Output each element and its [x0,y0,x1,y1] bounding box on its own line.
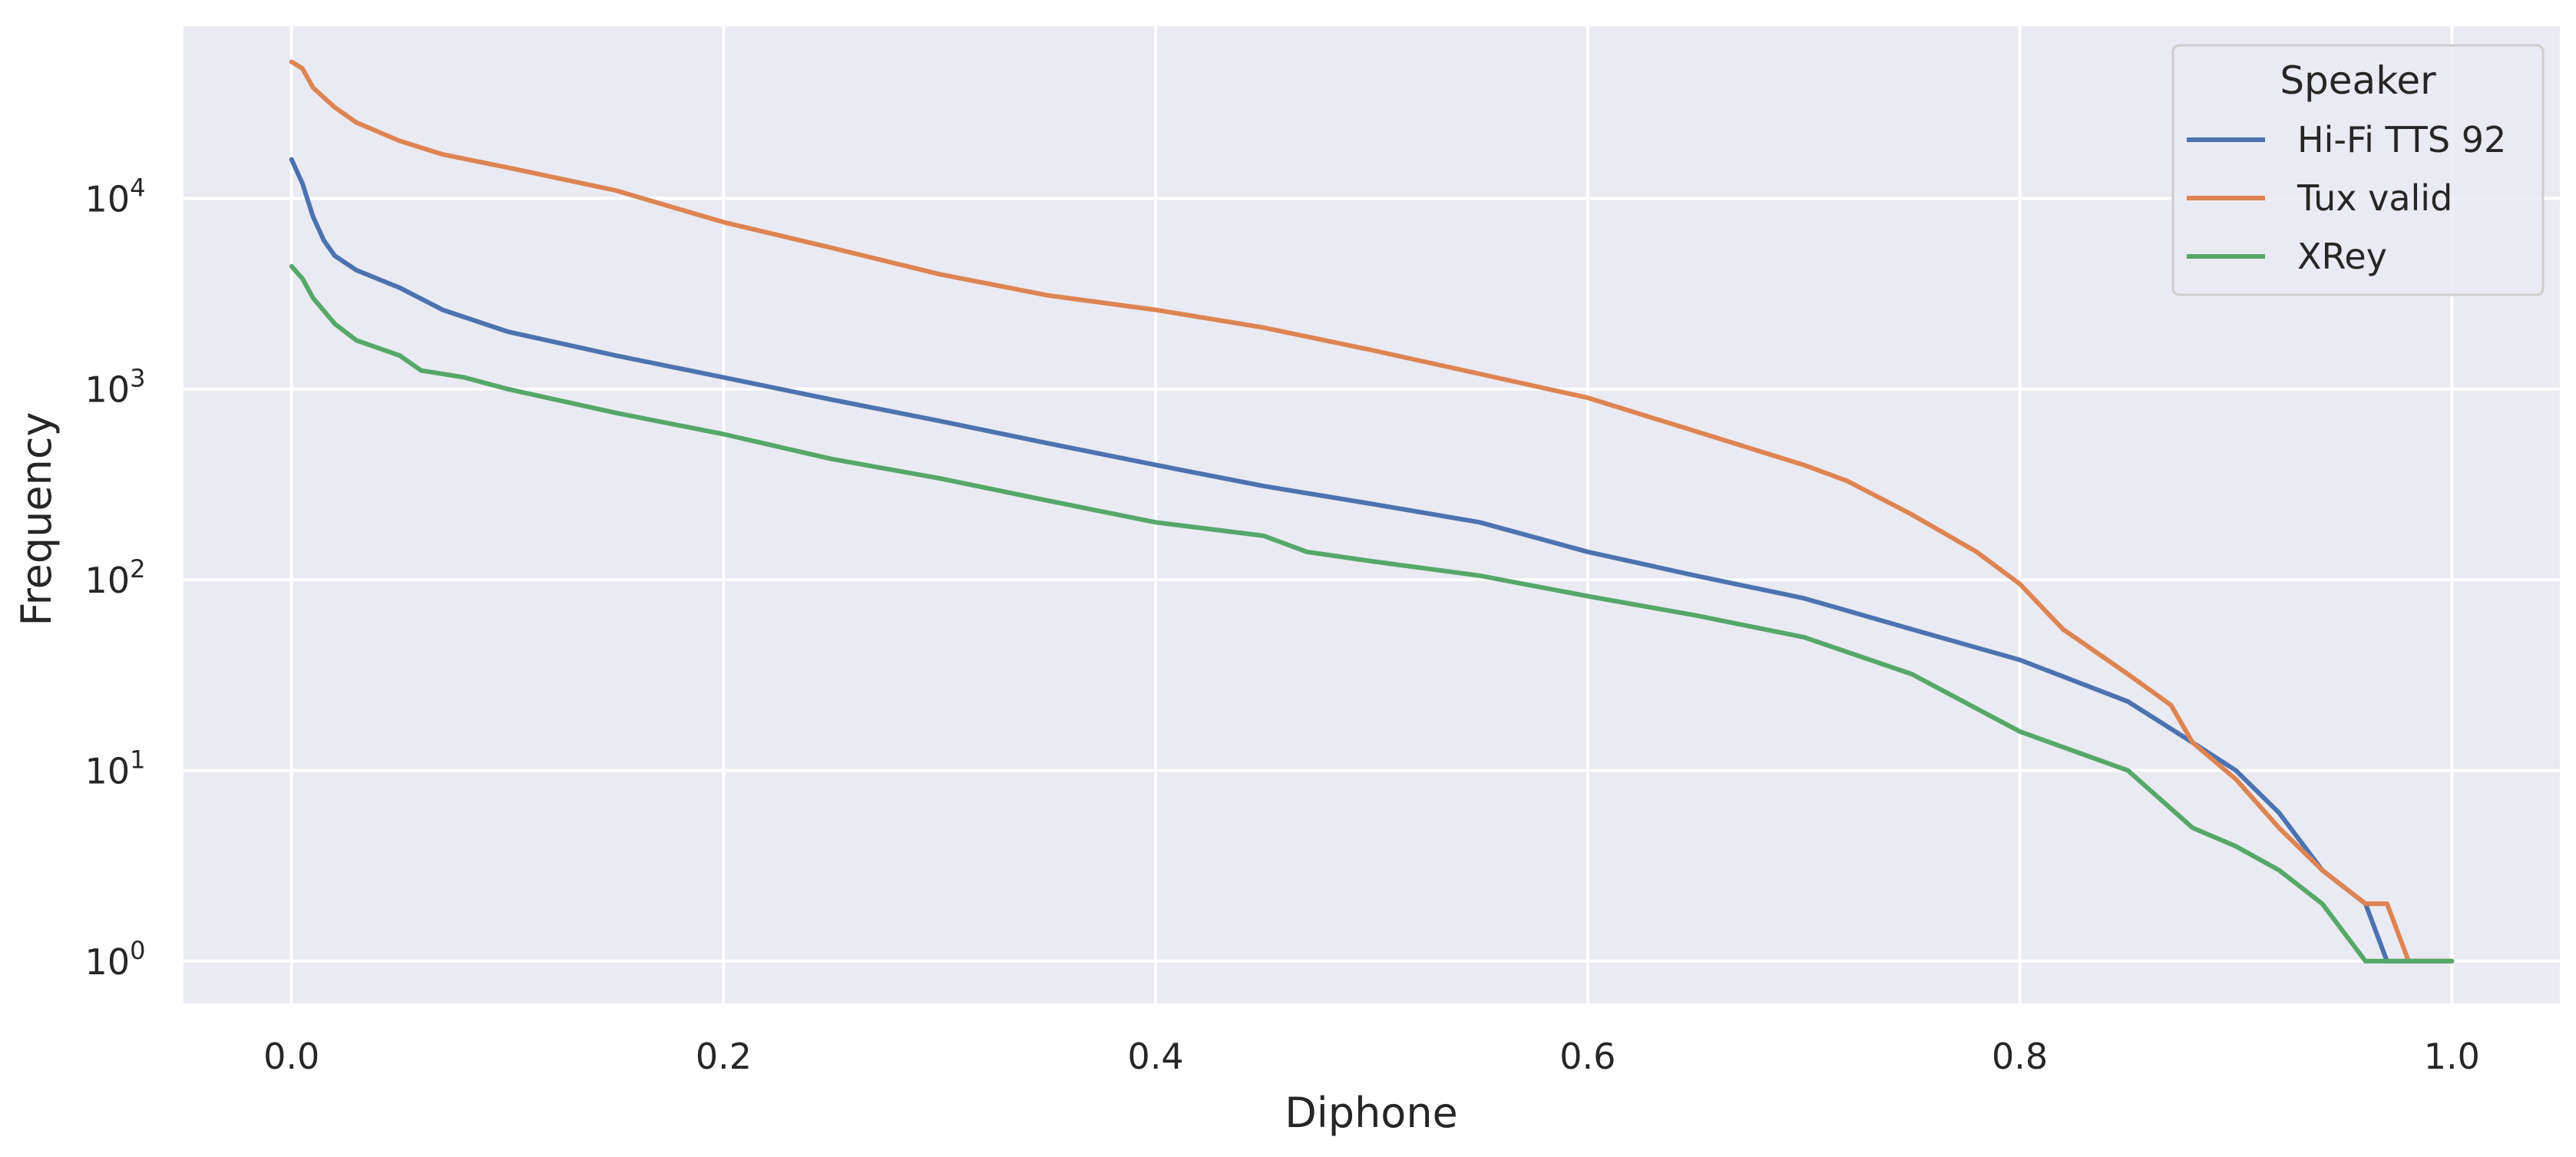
x-axis-ticks: 0.0 0.2 0.4 0.6 0.8 1.0 [263,1036,2480,1077]
y-tick-label: 102 [85,554,146,601]
series-line-tux-valid [289,59,2455,964]
x-axis-title: Diphone [1285,1089,1458,1137]
y-tick-label: 100 [85,936,146,983]
legend-entries: Hi-Fi TTS 92 Tux valid XRey [2187,119,2506,277]
series-line-xrey [289,263,2455,964]
y-tick-label: 103 [85,364,146,411]
series-lines [289,59,2455,964]
y-axis-title: Frequency [12,412,61,626]
x-tick-label: 0.6 [1559,1036,1615,1077]
x-tick-label: 0.0 [263,1036,319,1077]
y-axis-ticks: 100 101 102 103 104 [85,173,146,983]
legend-label-xrey: XRey [2297,236,2387,277]
x-tick-label: 0.2 [696,1036,752,1077]
x-tick-label: 1.0 [2424,1036,2480,1077]
legend-box [2171,44,2545,296]
x-tick-label: 0.4 [1128,1036,1184,1077]
plot-area-background [184,26,2560,1003]
y-tick-label: 104 [85,173,146,220]
x-tick-label: 0.8 [1992,1036,2048,1077]
series-line-hi-fi-tts-92 [289,157,2455,964]
y-tick-label: 101 [85,745,146,792]
legend: Speaker Hi-Fi TTS 92 Tux valid XRey [2171,44,2545,296]
legend-label-hi-fi-tts-92: Hi-Fi TTS 92 [2297,119,2506,160]
legend-title: Speaker [2280,58,2436,103]
grid-lines [184,26,2560,1003]
legend-label-tux-valid: Tux valid [2297,177,2452,219]
